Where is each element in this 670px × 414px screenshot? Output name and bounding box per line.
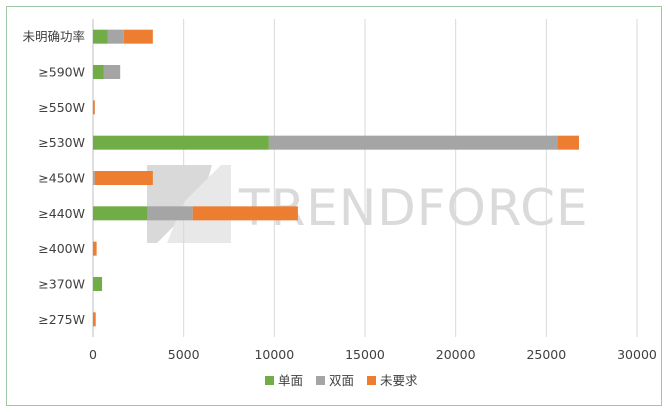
bar-单面-1: [93, 65, 104, 79]
bar-双面-0: [107, 29, 124, 44]
y-tick-label: ≥590W: [38, 65, 85, 80]
bar-单面-7: [93, 277, 103, 291]
legend-swatch: [265, 376, 274, 385]
bar-单面-5: [93, 206, 148, 221]
legend-label: 单面: [278, 373, 303, 388]
bar-未要求-5: [192, 206, 298, 221]
y-tick-label: ≥440W: [38, 206, 85, 221]
y-tick-label: ≥370W: [38, 277, 85, 292]
bar-未要求-8: [93, 312, 96, 327]
legend-swatch: [367, 376, 376, 385]
y-tick-label: ≥450W: [38, 171, 85, 186]
bar-单面-0: [93, 29, 108, 44]
chart-svg: TRENDFORCE 未明确功率 ≥590W ≥550W ≥530W ≥450W ≥440…: [22, 19, 657, 388]
bar-未要求-2: [93, 100, 95, 115]
y-tick-label: ≥400W: [38, 241, 85, 256]
bar-未要求-6: [93, 241, 97, 256]
y-tick-label: 未明确功率: [22, 29, 85, 44]
chart-frame: TRENDFORCE 未明确功率 ≥590W ≥550W ≥530W ≥450W ≥440…: [6, 6, 662, 406]
bar-双面-4: [93, 171, 95, 185]
y-tick-label: ≥530W: [38, 135, 85, 150]
bar-未要求-4: [94, 171, 153, 185]
x-tick-label: 0: [89, 347, 97, 362]
bar-双面-3: [268, 135, 558, 150]
watermark-logo: TRENDFORCE: [147, 165, 588, 243]
y-axis-labels: 未明确功率 ≥590W ≥550W ≥530W ≥450W ≥440W ≥400W ≥370W…: [22, 29, 85, 327]
bar-双面-1: [103, 65, 121, 79]
bar-双面-5: [147, 206, 193, 221]
x-tick-label: 25000: [526, 347, 566, 362]
x-tick-label: 20000: [436, 347, 476, 362]
bar-单面-3: [93, 135, 269, 150]
bar-未要求-0: [123, 29, 153, 44]
x-tick-label: 10000: [254, 347, 294, 362]
bar-未要求-3: [557, 135, 579, 150]
x-tick-label: 15000: [345, 347, 385, 362]
legend-label: 未要求: [380, 373, 418, 388]
y-tick-label: ≥275W: [38, 312, 85, 327]
x-tick-label: 30000: [617, 347, 657, 362]
y-tick-label: ≥550W: [38, 100, 85, 115]
x-axis-labels: 0 5000 10000 15000 20000 25000 30000: [89, 347, 657, 362]
legend-label: 双面: [329, 373, 354, 388]
bars: [93, 29, 579, 327]
x-tick-label: 5000: [168, 347, 200, 362]
legend-swatch: [316, 376, 325, 385]
legend: 单面 双面 未要求: [265, 373, 418, 388]
